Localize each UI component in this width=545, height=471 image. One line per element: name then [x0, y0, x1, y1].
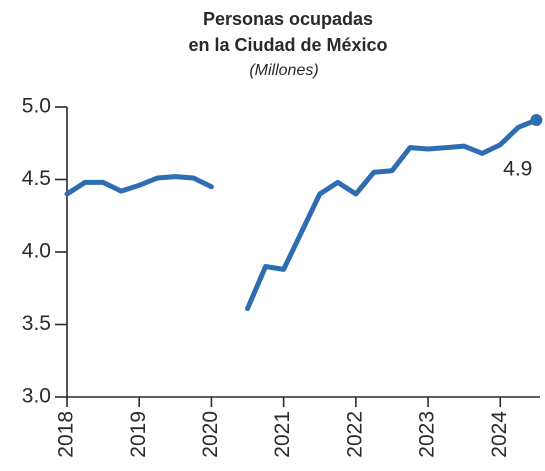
x-tick-label: 2024 [488, 411, 511, 458]
chart-title: en la Ciudad de México [188, 35, 387, 55]
x-tick-label: 2018 [55, 411, 78, 458]
line-segment [245, 117, 539, 312]
chart-subtitle: (Millones) [249, 62, 318, 79]
x-tick-label: 2022 [343, 411, 366, 458]
y-tick-label: 4.5 [22, 167, 51, 190]
y-tick-label: 3.0 [22, 385, 51, 408]
y-tick-label: 4.0 [22, 240, 51, 263]
x-tick-label: 2020 [199, 411, 222, 458]
x-tick-label: 2023 [416, 411, 439, 458]
x-tick-label: 2019 [127, 411, 150, 458]
y-tick-label: 5.0 [22, 95, 51, 118]
chart-title: Personas ocupadas [203, 9, 373, 29]
x-tick-label: 2021 [271, 411, 294, 458]
line-segment [64, 174, 214, 197]
y-tick-label: 3.5 [22, 312, 51, 335]
end-point [530, 114, 543, 127]
value-label: 4.9 [503, 158, 532, 181]
